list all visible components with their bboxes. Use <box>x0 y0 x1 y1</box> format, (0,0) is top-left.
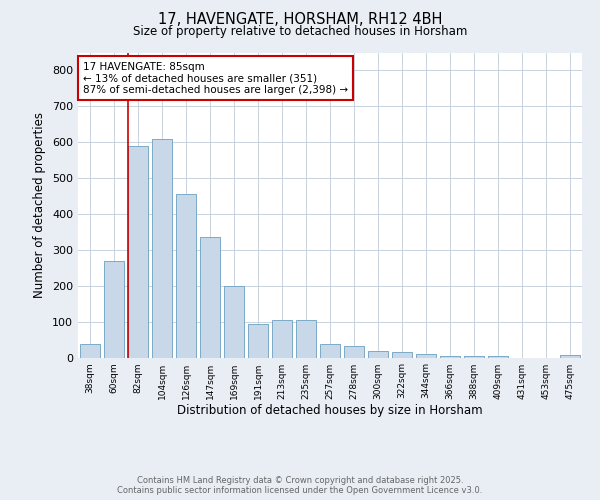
Bar <box>248 324 268 358</box>
Bar <box>368 351 388 358</box>
Bar <box>104 262 124 358</box>
Bar <box>488 356 508 358</box>
Bar <box>296 320 316 358</box>
Text: Contains HM Land Registry data © Crown copyright and database right 2025.
Contai: Contains HM Land Registry data © Crown c… <box>118 476 482 495</box>
X-axis label: Distribution of detached houses by size in Horsham: Distribution of detached houses by size … <box>177 404 483 417</box>
Bar <box>80 344 100 358</box>
Bar <box>320 344 340 358</box>
Bar <box>416 354 436 358</box>
Bar <box>560 355 580 358</box>
Text: Size of property relative to detached houses in Horsham: Size of property relative to detached ho… <box>133 25 467 38</box>
Bar <box>176 194 196 358</box>
Y-axis label: Number of detached properties: Number of detached properties <box>34 112 46 298</box>
Bar <box>200 238 220 358</box>
Bar <box>128 146 148 358</box>
Bar <box>152 138 172 358</box>
Text: 17, HAVENGATE, HORSHAM, RH12 4BH: 17, HAVENGATE, HORSHAM, RH12 4BH <box>158 12 442 28</box>
Bar <box>272 320 292 358</box>
Bar <box>392 352 412 358</box>
Text: 17 HAVENGATE: 85sqm
← 13% of detached houses are smaller (351)
87% of semi-detac: 17 HAVENGATE: 85sqm ← 13% of detached ho… <box>83 62 348 95</box>
Bar <box>440 356 460 358</box>
Bar <box>464 356 484 358</box>
Bar <box>344 346 364 358</box>
Bar <box>224 286 244 358</box>
